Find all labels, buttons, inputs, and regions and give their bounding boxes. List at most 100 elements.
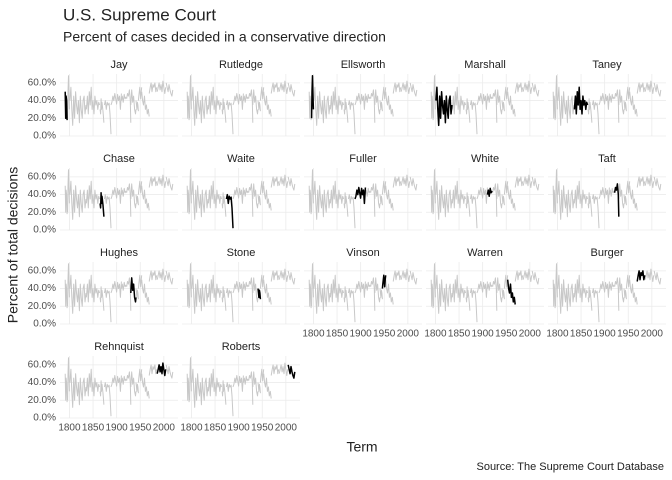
y-tick-label: 0.0%: [33, 413, 56, 424]
background-line: [287, 82, 296, 97]
background-line: [141, 185, 150, 211]
background-line: [257, 194, 261, 206]
background-line: [248, 277, 254, 311]
background-line: [186, 91, 190, 121]
background-line: [343, 192, 349, 217]
panel-title: Hughes: [100, 247, 138, 259]
highlight-line: [381, 274, 387, 289]
background-line: [85, 86, 101, 115]
x-tick-label: 1950: [251, 423, 274, 434]
background-line: [85, 368, 101, 397]
background-line: [110, 375, 122, 392]
background-line: [156, 80, 167, 94]
background-line: [232, 375, 244, 392]
background-line: [252, 183, 259, 209]
background-line: [552, 185, 556, 215]
background-line: [379, 100, 383, 112]
background-line: [225, 288, 234, 323]
background-line: [67, 75, 70, 119]
background-line: [653, 176, 662, 191]
x-tick-label: 1950: [373, 329, 396, 340]
panel-title: Warren: [467, 247, 503, 259]
background-line: [364, 281, 371, 291]
background-line: [476, 93, 488, 110]
chart-subtitle: Percent of cases decided in a conservati…: [63, 29, 386, 45]
background-line: [370, 89, 376, 123]
background-line: [287, 176, 296, 191]
background-line: [347, 288, 356, 323]
background-line: [156, 174, 167, 188]
background-line: [120, 375, 127, 385]
background-line: [64, 185, 68, 215]
background-line: [270, 270, 280, 282]
background-line: [503, 86, 509, 101]
background-line: [514, 176, 524, 188]
background-line: [354, 281, 366, 298]
background-line: [644, 268, 655, 282]
background-line: [469, 194, 478, 229]
highlight-line: [435, 86, 453, 127]
background-line: [435, 274, 453, 314]
background-line: [313, 274, 331, 314]
highlight-line: [354, 186, 367, 205]
background-line: [451, 274, 467, 303]
background-line: [308, 279, 312, 309]
background-line: [469, 100, 478, 135]
panel-title: Jay: [110, 59, 128, 71]
background-line: [496, 89, 503, 115]
highlight-line: [287, 364, 296, 379]
background-line: [252, 371, 259, 397]
background-line: [207, 180, 223, 209]
background-line: [625, 180, 631, 195]
x-tick-label: 1950: [129, 423, 152, 434]
background-line: [623, 194, 627, 206]
background-line: [126, 183, 132, 217]
background-line: [263, 373, 272, 399]
x-tick-label: 1850: [448, 329, 471, 340]
x-tick-label: 2000: [641, 329, 664, 340]
panel-title: Taft: [598, 153, 616, 165]
background-line: [400, 80, 411, 94]
background-line: [232, 187, 244, 204]
background-line: [189, 169, 192, 213]
background-line: [608, 93, 615, 103]
background-line: [148, 176, 158, 188]
background-line: [629, 185, 638, 211]
background-line: [552, 279, 556, 309]
panel-title: Stone: [227, 247, 256, 259]
x-tick-label: 2000: [519, 329, 542, 340]
y-tick-label: 40.0%: [28, 189, 56, 200]
background-line: [67, 357, 70, 401]
background-line: [130, 371, 137, 397]
background-line: [110, 93, 122, 110]
background-line: [278, 80, 289, 94]
background-line: [257, 382, 261, 394]
highlight-line: [636, 270, 646, 282]
background-line: [278, 268, 289, 282]
background-line: [591, 288, 600, 323]
y-tick-label: 60.0%: [28, 265, 56, 276]
background-line: [329, 274, 345, 303]
background-line: [189, 263, 192, 307]
background-line: [259, 180, 265, 195]
background-line: [435, 180, 453, 220]
background-line: [130, 89, 137, 115]
background-line: [259, 368, 265, 383]
panel-title: Waite: [227, 153, 255, 165]
background-line: [141, 373, 150, 399]
background-line: [67, 263, 70, 307]
background-line: [189, 75, 192, 119]
y-tick-label: 60.0%: [28, 77, 56, 88]
background-line: [486, 281, 493, 291]
background-line: [186, 279, 190, 309]
y-tick-label: 20.0%: [28, 301, 56, 312]
background-line: [135, 100, 139, 112]
background-line: [587, 98, 593, 123]
background-line: [514, 270, 524, 282]
background-line: [207, 86, 223, 115]
background-line: [64, 373, 68, 403]
background-line: [242, 375, 249, 385]
background-line: [644, 80, 655, 94]
background-line: [598, 93, 610, 110]
